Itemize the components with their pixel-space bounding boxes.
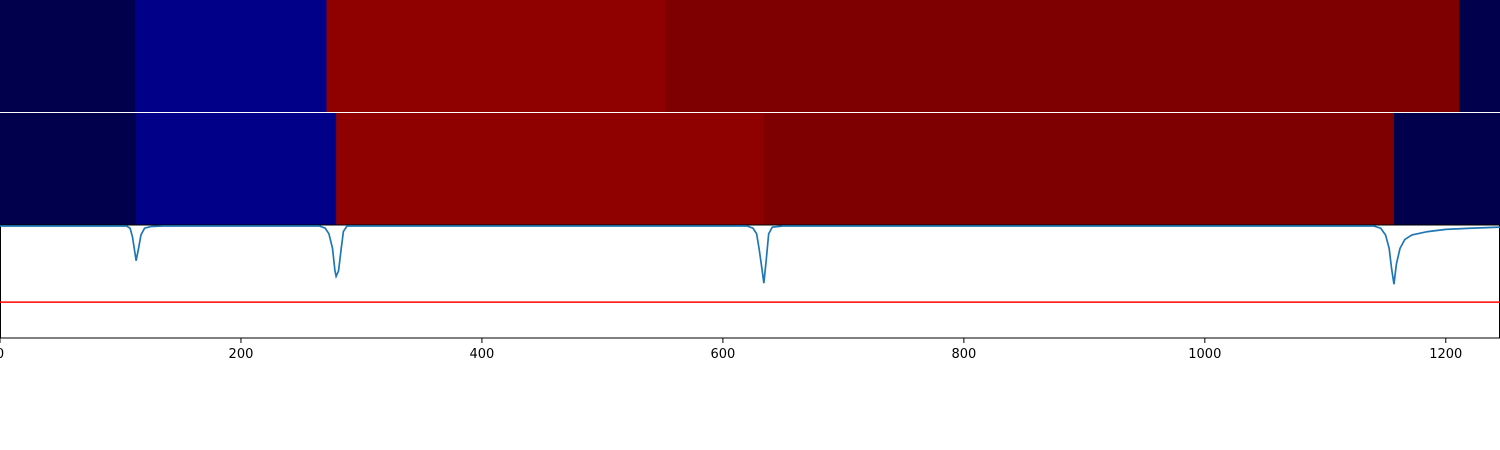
- x-tick-label-400: 400: [470, 347, 495, 362]
- line-plot-frame: [0, 224, 1500, 339]
- x-tick-label-1000: 1000: [1188, 347, 1221, 362]
- heatmap-top-segment-1: [0, 0, 136, 112]
- x-axis: 0 200 400 600 800 1000 1200: [0, 338, 1462, 362]
- x-tick-label-1200: 1200: [1429, 347, 1462, 362]
- x-tick-label-600: 600: [710, 347, 735, 362]
- heatmap-middle-segment-1: [0, 113, 137, 225]
- heatmap-top-segment-2: [134, 0, 328, 112]
- heatmap-top-segment-3: [326, 0, 666, 112]
- heatmap-top: [0, 0, 1500, 112]
- heatmap-top-segment-5: [1459, 0, 1500, 112]
- x-tick-label-0: 0: [0, 347, 4, 362]
- heatmap-middle-segment-5: [1393, 113, 1500, 225]
- heatmap-top-segment-4: [665, 0, 1460, 112]
- x-tick-label-200: 200: [229, 347, 254, 362]
- line-panel: [0, 224, 1500, 339]
- heatmap-middle: [0, 113, 1500, 225]
- heatmap-middle-segment-4: [763, 113, 1395, 225]
- signal-line: [0, 225, 1500, 285]
- heatmap-middle-segment-3: [336, 113, 765, 225]
- heatmap-middle-segment-2: [136, 113, 337, 225]
- x-tick-label-800: 800: [951, 347, 976, 362]
